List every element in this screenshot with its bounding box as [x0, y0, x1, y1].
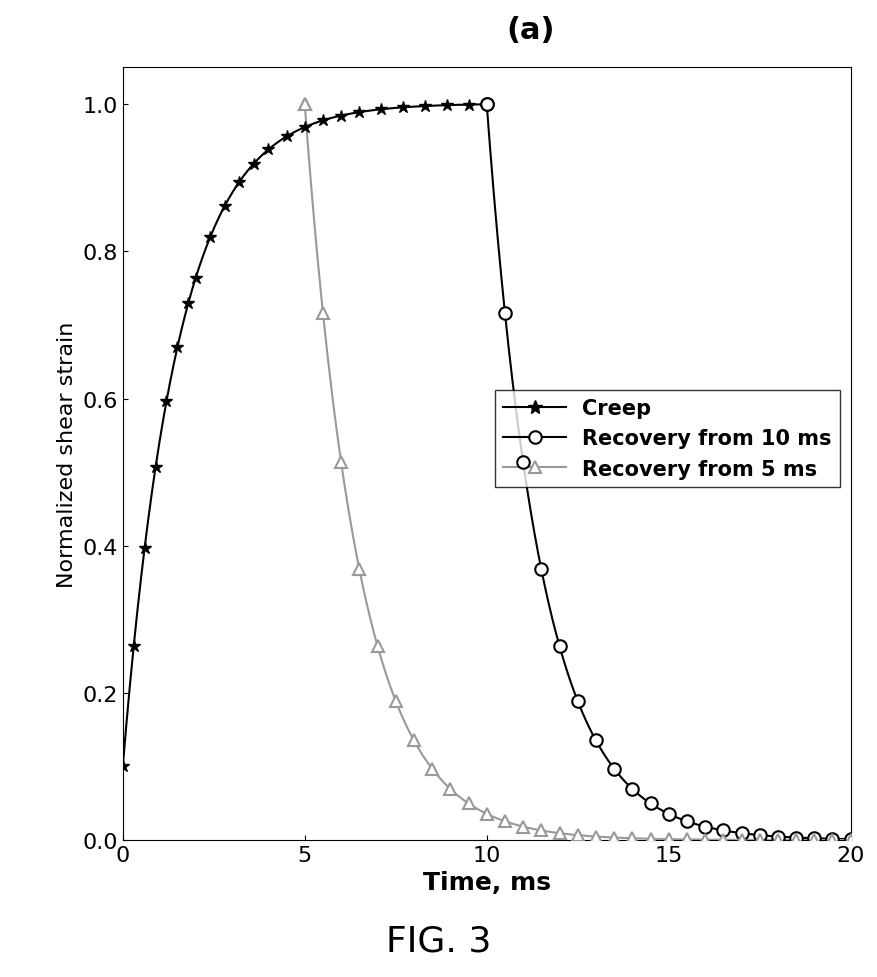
X-axis label: Time, ms: Time, ms: [423, 871, 551, 895]
Legend: Creep, Recovery from 10 ms, Recovery from 5 ms: Creep, Recovery from 10 ms, Recovery fro…: [495, 390, 840, 488]
Text: FIG. 3: FIG. 3: [386, 923, 491, 957]
Text: (a): (a): [506, 17, 554, 45]
Y-axis label: Normalized shear strain: Normalized shear strain: [57, 321, 77, 587]
